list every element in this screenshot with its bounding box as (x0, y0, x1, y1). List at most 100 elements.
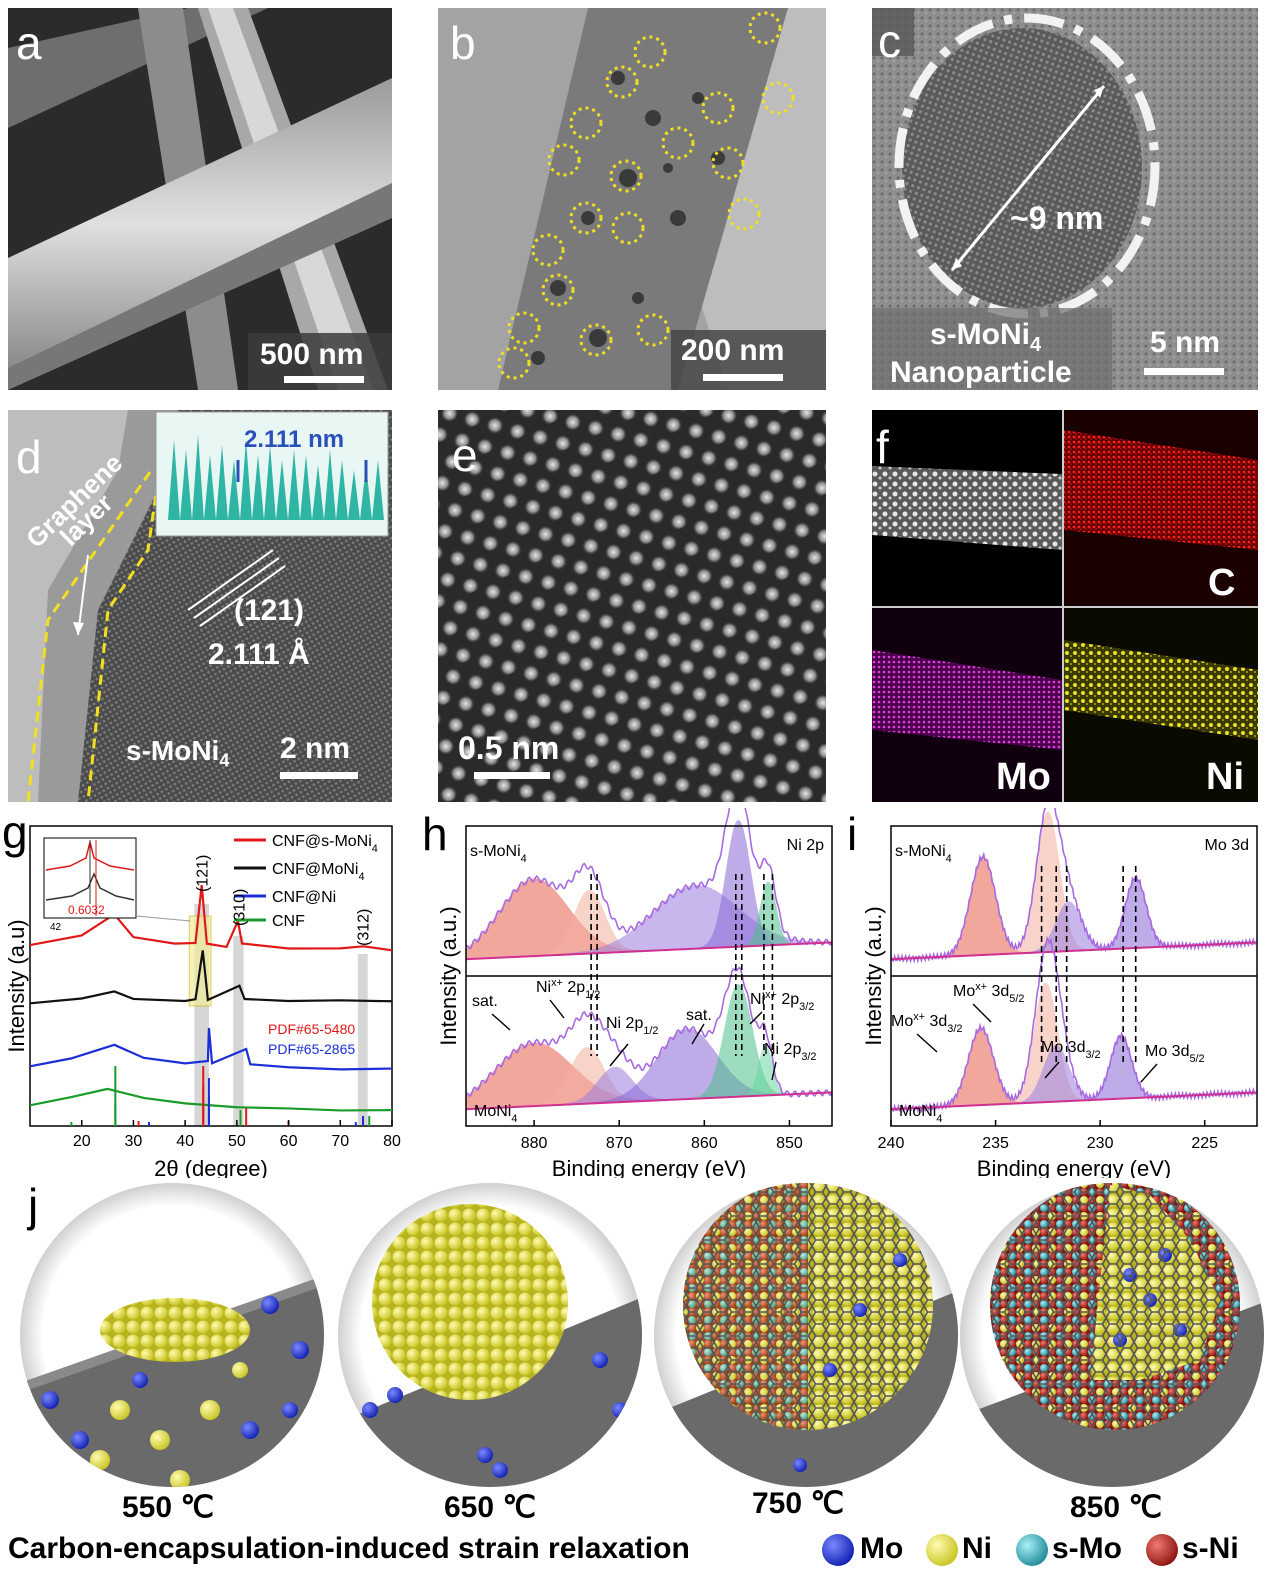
panel-label-b: b (450, 17, 476, 69)
x-tick-label-g: 40 (176, 1133, 194, 1150)
xrd-series-3 (29, 1087, 393, 1112)
peak-label-121: (121) (195, 855, 212, 892)
material-label-d: s-MoNi4 (126, 735, 230, 771)
x-tick-label-g: 30 (125, 1133, 143, 1150)
scale-label-c: 5 nm (1150, 326, 1221, 359)
peak-annotation-i: Mo 3d3/2 (1041, 1039, 1101, 1061)
x-axis-label-i: Binding energy (eV) (977, 1156, 1171, 1178)
xrd-series-0 (29, 884, 393, 952)
scale-bar-e (474, 772, 550, 779)
peak-annotation-h: sat. (472, 993, 498, 1010)
scale-bar-b (703, 374, 783, 381)
lattice-image-d (8, 410, 392, 802)
x-axis-label-g: 2θ (degree) (154, 1156, 268, 1178)
annotation-arrow-i (916, 1033, 938, 1053)
bottom-sample-label-h: MoNi4 (474, 1103, 517, 1125)
panel-g-xrd-chart: 20 30 40 50 60 70 80 2θ (degree) Intensity (a.u)… (0, 808, 410, 1178)
x-tick-label-h: 870 (606, 1135, 633, 1152)
schematic-caption: Carbon-encapsulation-induced strain rela… (8, 1532, 690, 1565)
scale-label-b: 200 nm (681, 334, 785, 367)
eds-ni-label: Ni (1206, 756, 1244, 798)
peak-annotation-h: sat. (686, 1007, 712, 1024)
peak-annotation-h: Nix+ 2p1/2 (536, 977, 600, 1001)
inset-value: 0.6032 (68, 903, 105, 917)
legend-label-g: CNF (272, 913, 305, 930)
xps-ni-chart: 880 870 860 850 Binding energy (eV) Intensity… (422, 808, 833, 1178)
legend-ni-ball (926, 1534, 958, 1566)
panel-label-c: c (878, 15, 901, 67)
legend-sni-ball (1146, 1534, 1178, 1566)
top-sample-label-i: s-MoNi4 (895, 843, 952, 865)
x-axis-label-h: Binding energy (eV) (552, 1156, 746, 1178)
corner-label-h: Ni 2p (787, 837, 824, 854)
plot-frame-g (29, 825, 393, 1127)
atomic-lattice-e (438, 410, 826, 802)
panel-a-sem-image: a 500 nm (8, 8, 392, 390)
ref-label-red: PDF#65-5480 (268, 1021, 355, 1037)
legend-label-g: CNF@s-MoNi4 (272, 833, 378, 855)
scale-bar-d (280, 772, 358, 779)
nanoparticle-image (872, 8, 1258, 390)
x-tick-label-i: 240 (878, 1135, 905, 1152)
panel-i-xps-mo-chart: 240 235 230 225 Binding energy (eV) Intensity… (845, 808, 1265, 1178)
annotation-arrow-h (691, 1023, 705, 1045)
annotation-arrow-i (1140, 1063, 1158, 1083)
y-axis-label-g: Intensity (a.u) (4, 919, 29, 1052)
x-tick-label-h: 860 (691, 1135, 718, 1152)
top-background (465, 941, 833, 961)
scale-label-e: 0.5 nm (458, 730, 560, 766)
top-sample-label-h: s-MoNi4 (470, 843, 527, 865)
bottom-envelope (465, 966, 833, 1098)
panel-c-hrtem-image: c ~9 nm s-MoNi4 Nanoparticle 5 nm (872, 8, 1258, 390)
x-tick-label-i: 230 (1087, 1135, 1114, 1152)
bottom-sample-label-i: MoNi4 (899, 1103, 942, 1125)
temp-label-750: 750 ℃ (752, 1487, 845, 1520)
x-tick-label-g: 80 (383, 1133, 401, 1150)
legend-ni-label: Ni (962, 1532, 992, 1565)
annealing-schematic (20, 1183, 1264, 1566)
eds-mapping (872, 410, 1258, 802)
x-tick-label-g: 20 (73, 1133, 91, 1150)
panel-b-tem-image: b 200 nm (438, 8, 826, 390)
bottom-background (890, 1091, 1256, 1111)
scale-label-a: 500 nm (260, 338, 364, 371)
annotation-arrow-h (549, 999, 565, 1019)
peak-annotation-i: Mox+ 3d3/2 (891, 1011, 962, 1035)
temp-label-850: 850 ℃ (1070, 1491, 1163, 1524)
xrd-series-1 (29, 950, 393, 1005)
panel-label-g: g (2, 808, 28, 858)
annotation-arrow-h (491, 1013, 511, 1031)
spacing-label: 2.111 Å (208, 638, 310, 671)
band-312 (357, 954, 368, 1126)
annotation-arrow-i (1044, 1061, 1060, 1079)
panel-h-xps-ni-chart: 880 870 860 850 Binding energy (eV) Intensity… (420, 808, 840, 1178)
temp-label-650: 650 ℃ (444, 1491, 537, 1524)
inset-tick: 42 (50, 922, 62, 933)
inset-measure-label: 2.111 nm (244, 426, 345, 453)
scale-bar-a (284, 376, 364, 383)
annotation-arrow-i (972, 1003, 992, 1023)
y-axis-label-i: Intensity (a.u.) (861, 906, 886, 1045)
peak-label-310: (310) (231, 889, 248, 926)
panel-e-stem-image: e 0.5 nm (438, 410, 826, 802)
ref-label-blue: PDF#65-2865 (268, 1041, 355, 1057)
x-tick-label-i: 225 (1191, 1135, 1218, 1152)
top-background (890, 941, 1256, 961)
peak-annotation-i: Mo 3d5/2 (1145, 1043, 1205, 1065)
particle-size-label: ~9 nm (1010, 200, 1104, 236)
material-label-c: s-MoNi4 (930, 318, 1042, 356)
legend-mo-label: Mo (860, 1532, 904, 1565)
annotation-arrow-h (609, 1043, 629, 1067)
xps-mo-chart: 240 235 230 225 Binding energy (eV) Intensity… (847, 808, 1258, 1178)
panel-label-f: f (876, 421, 889, 473)
legend-label-g: CNF@MoNi4 (272, 861, 365, 883)
legend-label-g: CNF@Ni (272, 889, 336, 906)
temp-label-550: 550 ℃ (122, 1491, 215, 1524)
panel-j-schematic: j 550 ℃ 650 ℃ 750 ℃ 850 ℃ Carbon-encapsu… (0, 1180, 1269, 1583)
peak-annotation-h: Ni 2p1/2 (606, 1015, 658, 1037)
peak-annotation-h: Ni 2p3/2 (764, 1041, 816, 1063)
xrd-chart: 20 30 40 50 60 70 80 2θ (degree) Intensity (a.u)… (2, 808, 401, 1178)
eds-c-label: C (1208, 562, 1236, 604)
x-tick-label-g: 60 (280, 1133, 298, 1150)
nanoparticle-label-c: Nanoparticle (890, 356, 1072, 389)
